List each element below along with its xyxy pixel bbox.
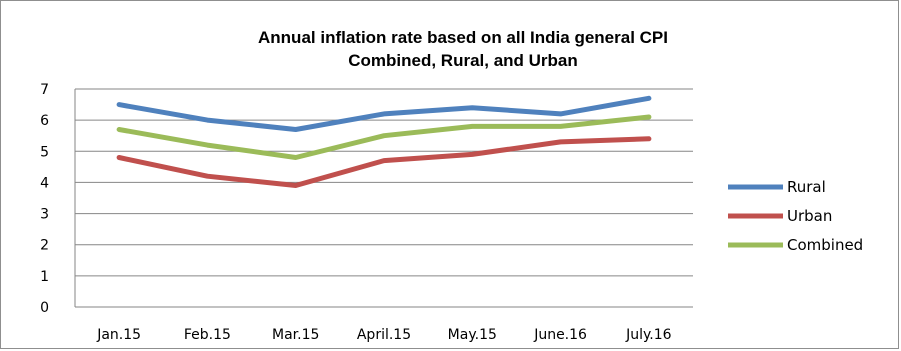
y-tick-label: 0 — [40, 300, 49, 316]
y-tick-label: 3 — [40, 207, 49, 223]
x-tick-label: May.15 — [448, 327, 497, 343]
x-tick-label: Mar.15 — [272, 327, 319, 343]
x-tick-label: Feb.15 — [184, 327, 231, 343]
y-tick-label: 7 — [40, 82, 49, 98]
axes: 0 1 2 3 4 5 6 7 Jan.15 Feb.15 Mar.15 April.15 May.15… — [40, 82, 693, 343]
legend: Rural Urban Combined — [728, 178, 863, 254]
y-tick-label: 5 — [40, 144, 49, 160]
x-tick-label: July.16 — [625, 327, 672, 343]
y-tick-label: 4 — [40, 175, 49, 191]
legend-label-combined: Combined — [787, 236, 863, 254]
x-tick-label: June.16 — [533, 327, 587, 343]
legend-label-rural: Rural — [787, 178, 826, 196]
chart-title-line-1: Annual inflation rate based on all India… — [258, 28, 668, 47]
x-tick-label: April.15 — [357, 327, 411, 343]
series-line-combined — [116, 114, 652, 160]
series-line-rural — [116, 95, 652, 132]
y-tick-label: 1 — [40, 269, 49, 285]
gridlines — [75, 88, 693, 277]
series-lines — [116, 95, 652, 188]
y-tick-label: 2 — [40, 238, 49, 254]
legend-label-urban: Urban — [787, 207, 832, 225]
series-line-urban — [116, 136, 652, 188]
chart-title-line-2: Combined, Rural, and Urban — [348, 51, 578, 70]
y-tick-label: 6 — [40, 113, 49, 129]
x-tick-label: Jan.15 — [96, 327, 141, 343]
